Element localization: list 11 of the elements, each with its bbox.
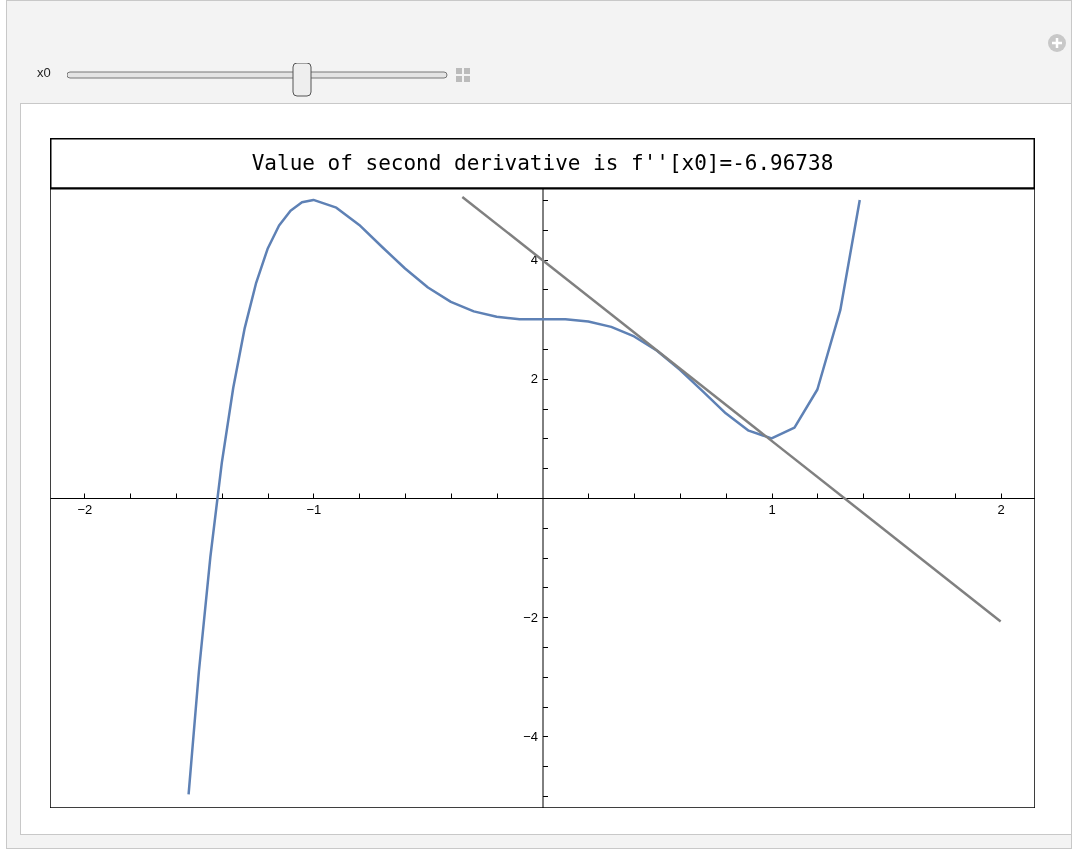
chart-title: Value of second derivative is f''[x0]=-6.96738 xyxy=(251,151,834,175)
text: x0 xyxy=(37,65,51,80)
x-tick-label: 1 xyxy=(768,501,776,517)
x-tick-label: −2 xyxy=(77,501,93,517)
x-tick-label: 2 xyxy=(997,501,1005,517)
line-series xyxy=(187,198,862,796)
x-tick-label: −1 xyxy=(306,501,322,517)
y-tick-label: −4 xyxy=(523,728,538,744)
y-tick-label: 4 xyxy=(530,252,538,268)
y-tick-label: 2 xyxy=(530,371,538,387)
y-tick-label: −2 xyxy=(523,609,538,625)
